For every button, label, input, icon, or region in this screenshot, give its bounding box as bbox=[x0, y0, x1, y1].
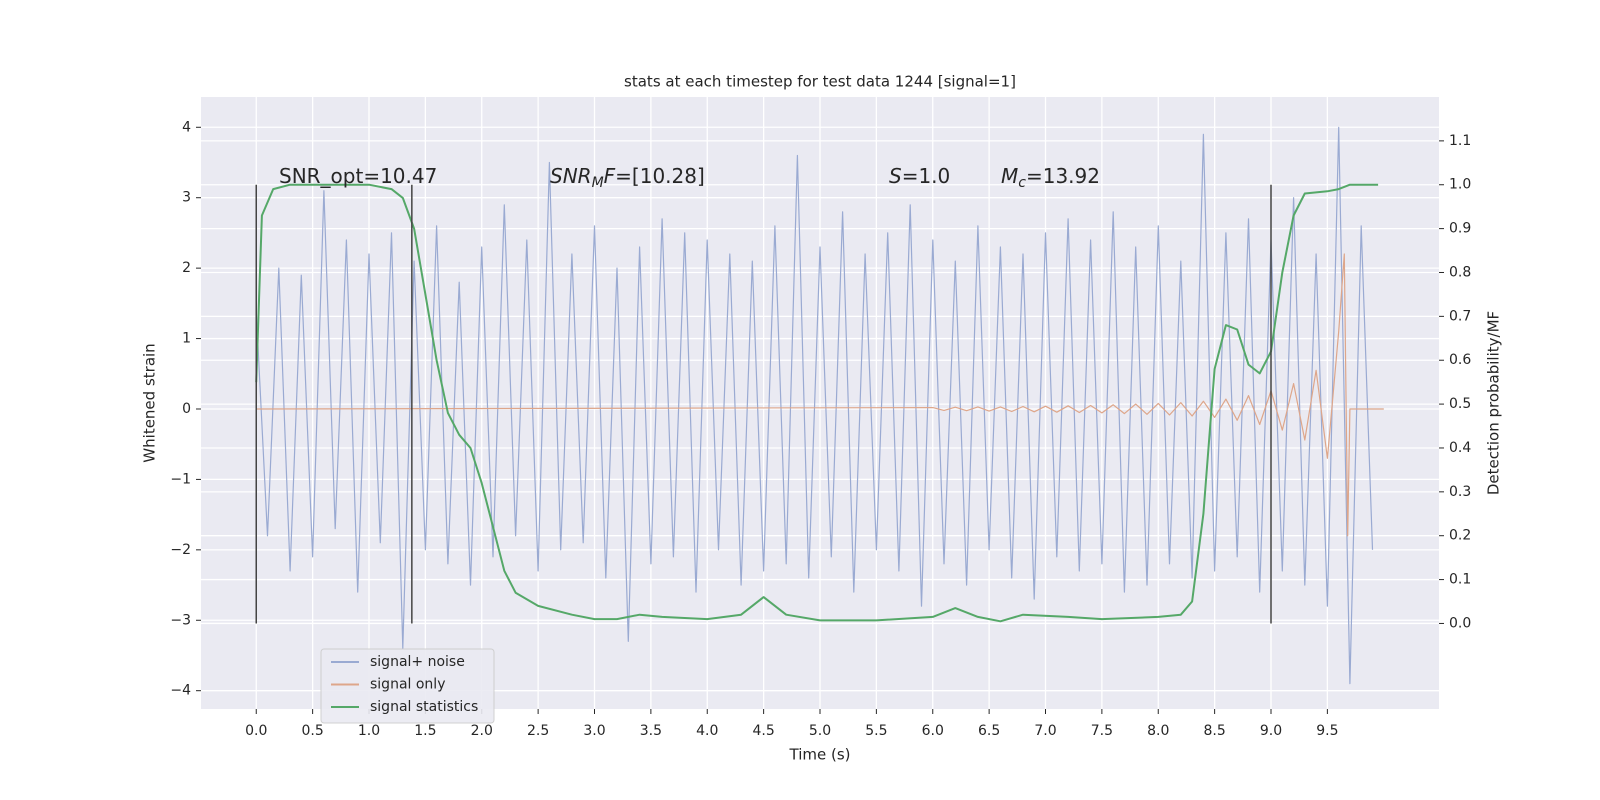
x-tick-label: 0.0 bbox=[245, 723, 267, 739]
x-tick-label: 4.0 bbox=[696, 723, 718, 739]
legend-label: signal+ noise bbox=[370, 654, 465, 670]
annotation-part: SNR bbox=[550, 164, 592, 188]
y2-axis-label: Detection probability/MF bbox=[1485, 311, 1503, 495]
y-tick-label: 1 bbox=[182, 331, 191, 347]
y-tick-label: −2 bbox=[170, 542, 191, 558]
series-line bbox=[255, 126, 1374, 685]
y2-tick-label: 0.3 bbox=[1449, 484, 1471, 500]
y2-tick-label: 0.7 bbox=[1449, 308, 1471, 324]
x-tick-label: 2.0 bbox=[471, 723, 493, 739]
x-tick-label: 1.0 bbox=[358, 723, 380, 739]
x-tick-label: 1.5 bbox=[414, 723, 436, 739]
y2-tick-label: 0.8 bbox=[1449, 264, 1471, 280]
annotation-part: M bbox=[1001, 164, 1018, 188]
data-layer bbox=[255, 126, 1384, 685]
annotation-part: M bbox=[592, 175, 604, 191]
y2-tick-label: 0.6 bbox=[1449, 352, 1471, 368]
x-tick-label: 8.5 bbox=[1203, 723, 1225, 739]
x-tick-label: 6.0 bbox=[922, 723, 944, 739]
legend: signal+ noise signal only signal statistic… bbox=[320, 648, 495, 724]
y2-tick-label: 0.1 bbox=[1449, 572, 1471, 588]
x-tick-label: 3.5 bbox=[640, 723, 662, 739]
y-tick-label: −1 bbox=[170, 471, 191, 487]
x-tick-label: 9.0 bbox=[1260, 723, 1282, 739]
y2-tick-label: 0.0 bbox=[1449, 615, 1471, 631]
x-tick-label: 9.5 bbox=[1316, 723, 1338, 739]
y-tick-label: −4 bbox=[170, 683, 191, 699]
series-line bbox=[255, 183, 1379, 623]
annotation: SNR_opt=10.47 bbox=[279, 164, 437, 188]
x-tick-label: 6.5 bbox=[978, 723, 1000, 739]
x-axis-label: Time (s) bbox=[789, 746, 851, 764]
y-tick-label: −3 bbox=[170, 612, 191, 628]
y-tick-label: 2 bbox=[182, 260, 191, 276]
x-tick-label: 7.5 bbox=[1091, 723, 1113, 739]
y2-tick-label: 0.2 bbox=[1449, 528, 1471, 544]
y-axis-label: Whitened strain bbox=[141, 343, 159, 462]
x-tick-label: 8.0 bbox=[1147, 723, 1169, 739]
x-tick-label: 3.0 bbox=[583, 723, 605, 739]
annotation-part: =1.0 bbox=[902, 164, 951, 188]
y-tick-label: 0 bbox=[182, 401, 191, 417]
series-line bbox=[256, 253, 1384, 537]
x-tick-label: 7.0 bbox=[1034, 723, 1056, 739]
annotation: SNRMF=[10.28] bbox=[550, 164, 705, 192]
legend-label: signal only bbox=[370, 677, 445, 693]
annotation-part: SNR_opt=10.47 bbox=[279, 164, 437, 188]
x-tick-label: 4.5 bbox=[752, 723, 774, 739]
y-tick-label: 3 bbox=[182, 190, 191, 206]
x-tick-label: 5.0 bbox=[809, 723, 831, 739]
annotation-part: c bbox=[1018, 175, 1026, 191]
annotation-part: =[10.28] bbox=[615, 164, 705, 188]
y2-tick-label: 1.1 bbox=[1449, 133, 1471, 149]
legend-box bbox=[320, 648, 495, 724]
y2-tick-label: 0.5 bbox=[1449, 396, 1471, 412]
y2-tick-label: 0.9 bbox=[1449, 221, 1471, 237]
y-tick-label: 4 bbox=[182, 119, 191, 135]
y2-tick-label: 1.0 bbox=[1449, 177, 1471, 193]
y2-tick-label: 0.4 bbox=[1449, 440, 1471, 456]
chart-title: stats at each timestep for test data 124… bbox=[624, 73, 1016, 91]
annotation: S=1.0 bbox=[889, 164, 950, 188]
annotation-part: S bbox=[889, 164, 902, 188]
annotation-part: F bbox=[604, 164, 616, 188]
x-tick-label: 0.5 bbox=[301, 723, 323, 739]
annotation: Mc=13.92 bbox=[1001, 164, 1100, 192]
x-tick-label: 5.5 bbox=[865, 723, 887, 739]
legend-label: signal statistics bbox=[370, 699, 478, 715]
annotation-part: =13.92 bbox=[1026, 164, 1100, 188]
x-tick-label: 2.5 bbox=[527, 723, 549, 739]
